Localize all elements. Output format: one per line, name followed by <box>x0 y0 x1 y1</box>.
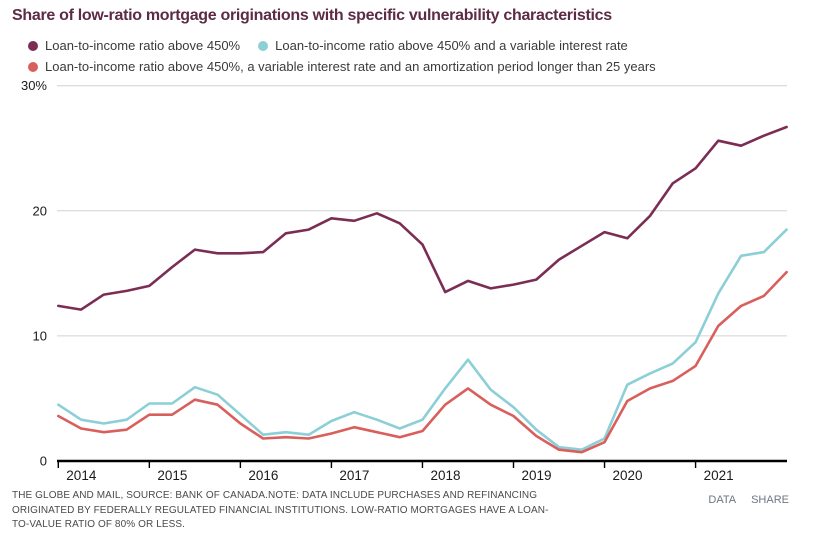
x-axis-tick-label: 2018 <box>430 468 460 483</box>
legend-item-lti: Loan-to-income ratio above 450% <box>28 38 240 53</box>
x-axis-tick-label: 2019 <box>522 468 552 483</box>
y-axis-tick-label: 20 <box>33 203 47 218</box>
share-button[interactable]: SHARE <box>751 494 789 506</box>
legend-label: Loan-to-income ratio above 450% <box>45 38 241 53</box>
legend-row-2: Loan-to-income ratio above 450%, a varia… <box>28 56 808 77</box>
source-note: THE GLOBE AND MAIL, SOURCE: BANK OF CANA… <box>12 489 572 533</box>
legend-label: Loan-to-income ratio above 450% and a va… <box>275 38 628 53</box>
legend-dot-icon <box>28 61 38 72</box>
source-note-line: THE GLOBE AND MAIL, SOURCE: BANK OF CANA… <box>12 490 538 501</box>
chart-legend: Loan-to-income ratio above 450% Loan-to-… <box>28 35 808 77</box>
source-note-line: TO-VALUE RATIO OF 80% OR LESS. <box>12 519 186 530</box>
x-axis-tick-label: 2015 <box>157 468 187 483</box>
x-axis-tick-label: 2021 <box>704 468 734 483</box>
legend-dot-icon <box>258 40 269 51</box>
legend-dot-icon <box>28 40 38 51</box>
y-axis-tick-label: 30% <box>21 78 47 93</box>
y-axis-tick-label: 10 <box>33 328 47 343</box>
x-axis-tick-label: 2016 <box>248 468 278 483</box>
y-axis-tick-label: 0 <box>40 454 47 469</box>
line-chart: 0 10 20 30% 2014 2015 2016 2017 2018 2019 2020 2021 <box>21 78 788 483</box>
x-axis-tick-label: 2014 <box>66 468 97 483</box>
legend-item-lti-variable: Loan-to-income ratio above 450% and a va… <box>258 38 628 53</box>
legend-row-1: Loan-to-income ratio above 450% Loan-to-… <box>28 35 808 56</box>
x-axis-tick-label: 2020 <box>613 468 643 483</box>
source-note-line: ORIGINATED BY FEDERALLY REGULATED FINANC… <box>12 504 549 516</box>
plot-area: 0 10 20 30% 2014 2015 2016 2017 2018 2019 2020 2021 <box>0 78 817 490</box>
series-line-3 <box>56 270 788 454</box>
legend-item-lti-variable-amortization: Loan-to-income ratio above 450%, a varia… <box>28 59 656 74</box>
chart-actions: DATA SHARE <box>708 494 789 506</box>
legend-label: Loan-to-income ratio above 450%, a varia… <box>45 59 656 74</box>
series-line-1 <box>56 125 788 311</box>
x-axis-tick-label: 2017 <box>339 468 369 483</box>
data-button[interactable]: DATA <box>708 494 737 506</box>
chart-title: Share of low-ratio mortgage originations… <box>12 7 612 24</box>
series-line-2 <box>56 228 788 452</box>
